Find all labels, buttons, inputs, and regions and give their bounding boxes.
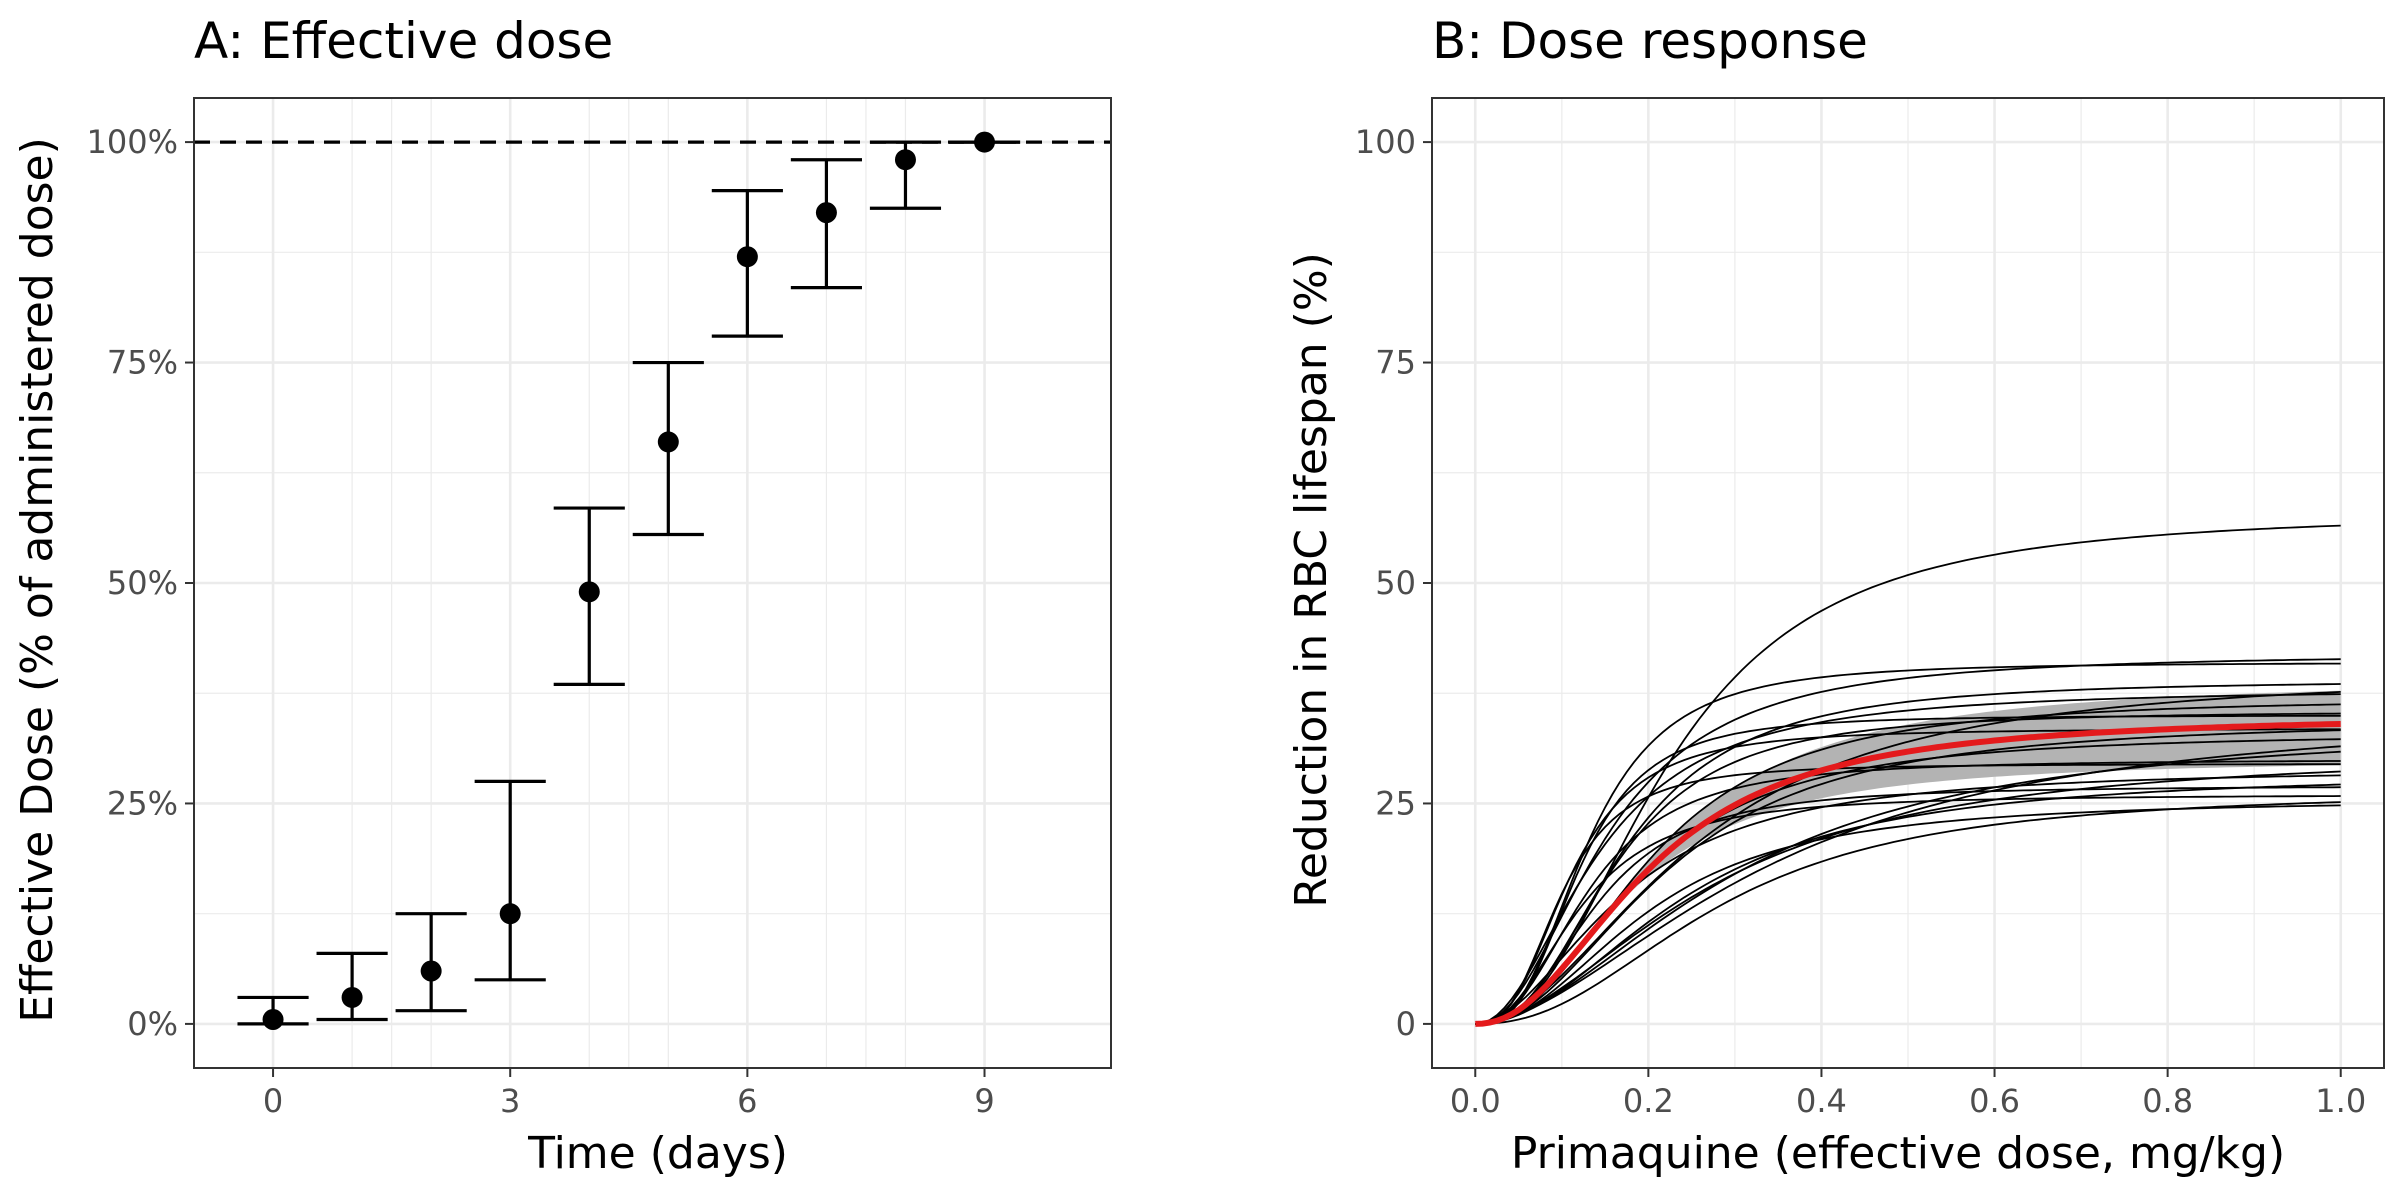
panel-a-data-point — [974, 131, 996, 153]
panel-b-dose-response: 0.0 0.2 0.4 0.6 0.8 1.0 0 25 50 75 100 B: Dose res… — [1286, 12, 2385, 1179]
panel-b-x-tick-label: 0.4 — [1796, 1082, 1847, 1120]
panel-b-x-tick-label: 0.2 — [1623, 1082, 1674, 1120]
panel-b-individual-curve — [1475, 795, 2341, 1025]
panel-b-y-tick-label: 75 — [1375, 344, 1416, 382]
panel-a-y-axis-title: Effective Dose (% of administered dose) — [12, 137, 63, 1023]
panel-b-individual-curve — [1475, 691, 2341, 1025]
panel-a-data-point — [657, 431, 679, 453]
panel-a-x-tick-label: 9 — [974, 1082, 994, 1120]
panel-b-individual-curve — [1475, 770, 2341, 1025]
panel-a-data-point — [262, 1009, 284, 1030]
panel-b-x-tick-label: 1.0 — [2315, 1082, 2366, 1120]
panel-b-individual-curve — [1475, 662, 2341, 1025]
panel-a-effective-dose: 0 3 6 9 0% 25% 50% 75% 100% A: Effective dose Ti… — [12, 12, 1112, 1179]
panel-a-panel-border — [193, 97, 1112, 1069]
panel-b-individual-curve — [1475, 760, 2341, 1025]
panel-a-y-tick-label: 75% — [107, 344, 178, 382]
panel-a-plot-area: 0 3 6 9 0% 25% 50% 75% 100% — [87, 97, 1112, 1120]
panel-a-y-tick-label: 25% — [107, 784, 178, 822]
panel-b-individual-curve — [1475, 683, 2341, 1025]
panel-b-y-tick-label: 25 — [1375, 784, 1416, 822]
panel-b-individual-curve — [1475, 745, 2341, 1025]
panel-b-individual-curve — [1475, 658, 2341, 1025]
panel-b-gridlines — [1432, 98, 2384, 1068]
panel-a-title: A: Effective dose — [194, 12, 613, 70]
panel-b-individual-curve — [1475, 714, 2341, 1025]
panel-b-y-tick-label: 100 — [1355, 123, 1416, 161]
panel-a-points — [262, 131, 996, 1030]
panel-b-individual-curve — [1475, 524, 2341, 1025]
panel-b-individual-curve — [1475, 804, 2341, 1025]
panel-a-data-point — [578, 581, 600, 603]
panel-a-data-point — [499, 903, 521, 925]
panel-b-x-tick-label: 0.8 — [2142, 1082, 2193, 1120]
panel-a-data-point — [815, 202, 837, 224]
panel-b-x-axis-title: Primaquine (effective dose, mg/kg) — [1511, 1128, 2285, 1179]
panel-b-individual-curve — [1475, 712, 2341, 1025]
panel-a-y-tick-label: 50% — [107, 564, 178, 602]
panel-a-x-axis-title: Time (days) — [527, 1128, 788, 1179]
panel-a-error-bar — [474, 779, 546, 982]
panel-b-x-tick-label: 0.0 — [1450, 1082, 1501, 1120]
panel-a-y-tick-label: 0% — [127, 1005, 178, 1043]
panel-b-individual-curve — [1475, 783, 2341, 1025]
panel-b-y-tick-label: 0 — [1396, 1005, 1416, 1043]
panel-a-error-bar — [790, 158, 862, 290]
panel-b-panel-border — [1431, 97, 2385, 1069]
panel-a-data-point — [736, 246, 758, 268]
panel-a-data-point — [894, 149, 916, 171]
panel-a-gridlines — [194, 98, 1111, 1068]
panel-b-median-curve — [1475, 721, 2341, 1027]
panel-b-plot-area: 0.0 0.2 0.4 0.6 0.8 1.0 0 25 50 75 100 — [1355, 97, 2385, 1120]
panel-a-data-point — [341, 986, 363, 1008]
panel-a-error-bar — [316, 951, 388, 1022]
panel-b-individual-curve — [1475, 693, 2341, 1025]
panel-b-ticks: 0.0 0.2 0.4 0.6 0.8 1.0 0 25 50 75 100 — [1355, 123, 2366, 1120]
panel-b-x-tick-label: 0.6 — [1969, 1082, 2020, 1120]
panel-a-ticks: 0 3 6 9 0% 25% 50% 75% 100% — [87, 123, 995, 1120]
panel-a-data-point — [420, 960, 442, 982]
panel-a-y-tick-label: 100% — [87, 123, 178, 161]
panel-a-x-tick-label: 0 — [263, 1082, 283, 1120]
panel-a-x-tick-label: 6 — [737, 1082, 757, 1120]
panel-b-title: B: Dose response — [1432, 12, 1868, 70]
panel-b-individual-curve — [1475, 786, 2341, 1025]
panel-b-individual-curve — [1475, 729, 2341, 1025]
panel-b-individual-curve — [1475, 763, 2341, 1025]
panel-b-y-axis-title: Reduction in RBC lifespan (%) — [1286, 252, 1337, 908]
panel-a-x-tick-label: 3 — [500, 1082, 520, 1120]
panel-b-y-tick-label: 50 — [1375, 564, 1416, 602]
